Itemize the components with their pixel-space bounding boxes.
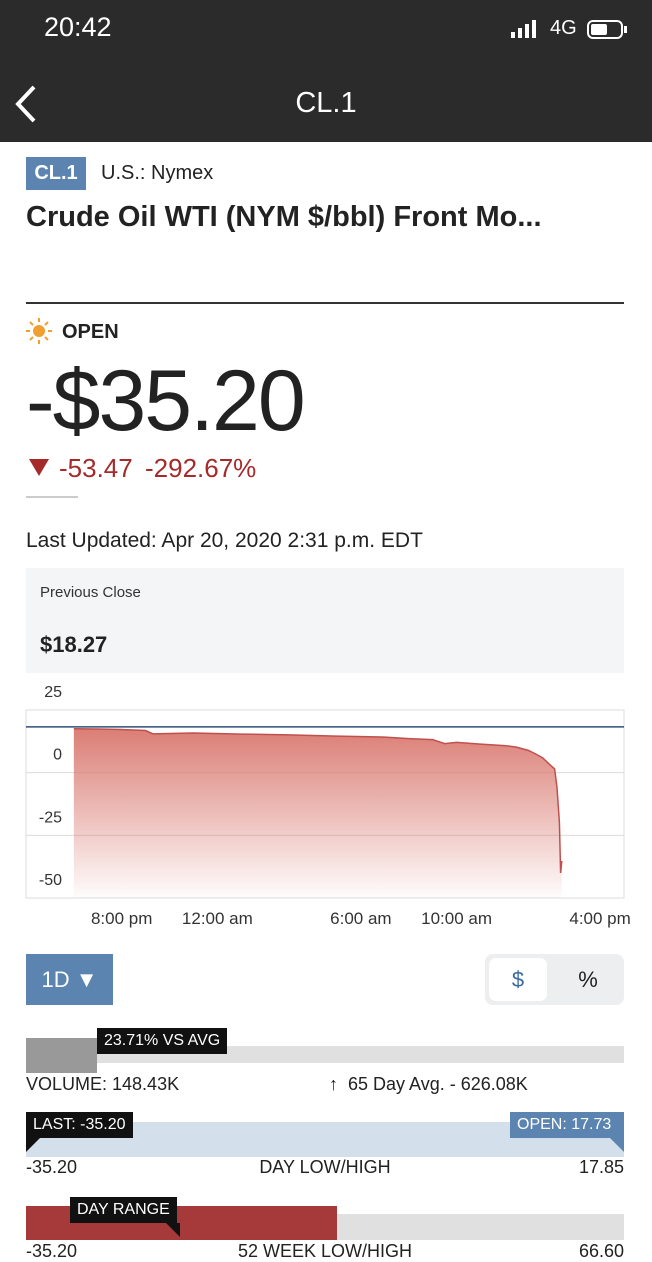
x-tick-label: 8:00 pm [91,909,152,928]
top-bar: 20:42 4G CL.1 [0,0,652,142]
divider [26,302,624,304]
volume-fill [26,1038,97,1073]
down-arrow [29,459,49,476]
volume-average: 65 Day Avg. - 626.08K [348,1074,528,1094]
volume-average-arrow: ↑ [329,1074,338,1094]
y-tick-label: 25 [44,685,62,701]
y-tick-label: -25 [39,809,62,826]
period-button[interactable]: 1D ▼ [26,954,113,1005]
market-status: OPEN [62,321,119,343]
last-tag: LAST: -35.20 [26,1112,133,1138]
previous-close-value: $18.27 [40,632,108,657]
previous-close-panel: Previous Close $18.27 [26,568,624,673]
price-line [73,728,563,874]
sun-icon [26,318,52,344]
percent-toggle[interactable]: % [578,967,598,992]
price: -$35.20 [26,353,306,449]
tag-pointer [166,1223,180,1237]
change: -53.47 [59,453,133,483]
status-network: 4G [550,17,577,39]
divider [26,496,78,498]
status-time: 20:42 [44,12,112,42]
back-button[interactable] [10,84,40,124]
x-tick-label: 10:00 am [421,909,492,928]
volume-tag: 23.71% VS AVG [97,1028,228,1054]
y-tick-label: 0 [53,747,62,764]
x-tick-label: 12:00 am [182,909,253,928]
y-tick-label: -50 [39,872,62,889]
tag-pointer [26,1138,40,1152]
dollar-toggle[interactable]: $ [489,958,547,1001]
x-tick-label: 6:00 am [330,909,391,928]
week52-label: 52 WEEK LOW/HIGH [237,1241,413,1261]
week52-high: 66.60 [578,1241,624,1261]
price-chart: 25 0 -25 -50 8:00 pm 12:00 am 6:00 am 10:00 am 4… [25,685,631,928]
previous-close-label: Previous Close [40,584,141,601]
day-range-label: DAY LOW/HIGH [259,1157,391,1177]
open-tag: OPEN: 17.73 [510,1112,624,1138]
instrument-name: Crude Oil WTI (NYM $/bbl) Front Mo... [26,201,542,233]
area-fill [73,728,562,898]
change-percent: -292.67% [145,453,257,483]
status-icons [511,20,627,39]
nav-title: CL.1 [295,87,357,119]
symbol-badge: CL.1 [26,157,86,190]
day-range-tag: DAY RANGE [70,1197,177,1223]
day-high: 17.85 [578,1157,624,1177]
day-low: -35.20 [26,1157,78,1177]
tag-pointer [610,1138,624,1152]
week52-low: -35.20 [26,1241,78,1261]
volume-label: VOLUME: 148.43K [26,1074,180,1094]
unit-toggle: $ % [485,954,624,1005]
exchange: U.S.: Nymex [101,162,214,184]
x-tick-label: 4:00 pm [569,909,630,928]
period-label: 1D [41,967,70,992]
last-updated: Last Updated: Apr 20, 2020 2:31 p.m. EDT [26,529,423,552]
